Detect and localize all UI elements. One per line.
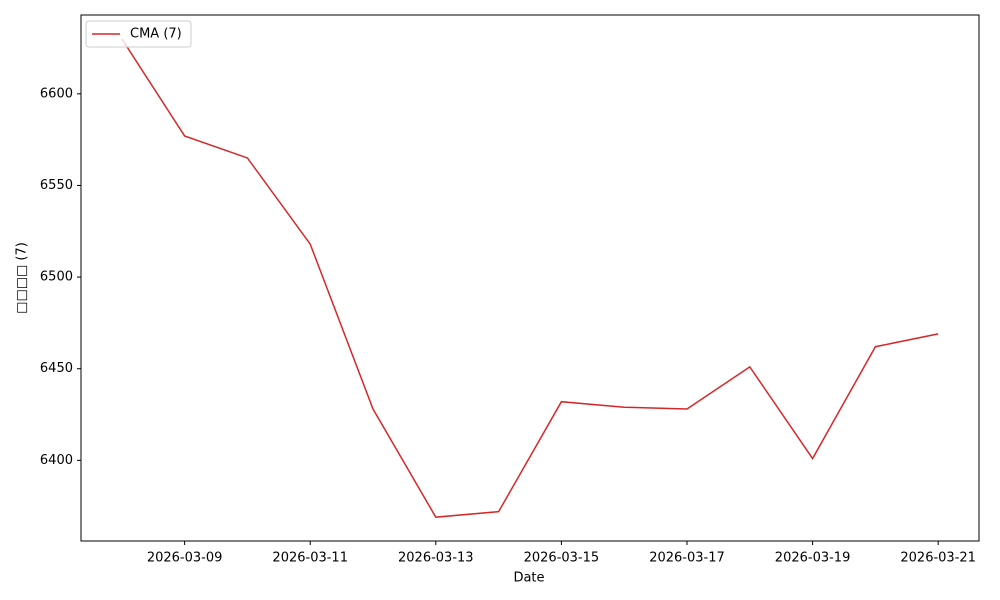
y-axis-label: □□□□ (7) [15, 242, 30, 314]
legend-label: CMA (7) [130, 27, 182, 42]
y-tick-label: 6500 [40, 270, 73, 285]
x-tick-label: 2026-03-21 [900, 551, 976, 566]
y-tick-label: 6400 [40, 453, 73, 468]
x-tick-label: 2026-03-09 [147, 551, 223, 566]
x-tick-label: 2026-03-15 [524, 551, 600, 566]
axes-frame [80, 14, 980, 542]
x-tick-label: 2026-03-19 [775, 551, 851, 566]
x-tick-label: 2026-03-13 [398, 551, 474, 566]
x-axis-label: Date [513, 571, 544, 586]
x-tick-label: 2026-03-17 [649, 551, 725, 566]
y-tick-label: 6550 [40, 178, 73, 193]
legend-box [85, 20, 192, 48]
y-tick-label: 6600 [40, 86, 73, 101]
x-tick-label: 2026-03-11 [272, 551, 348, 566]
y-tick-label: 6450 [40, 361, 73, 376]
line-series [121, 38, 939, 518]
